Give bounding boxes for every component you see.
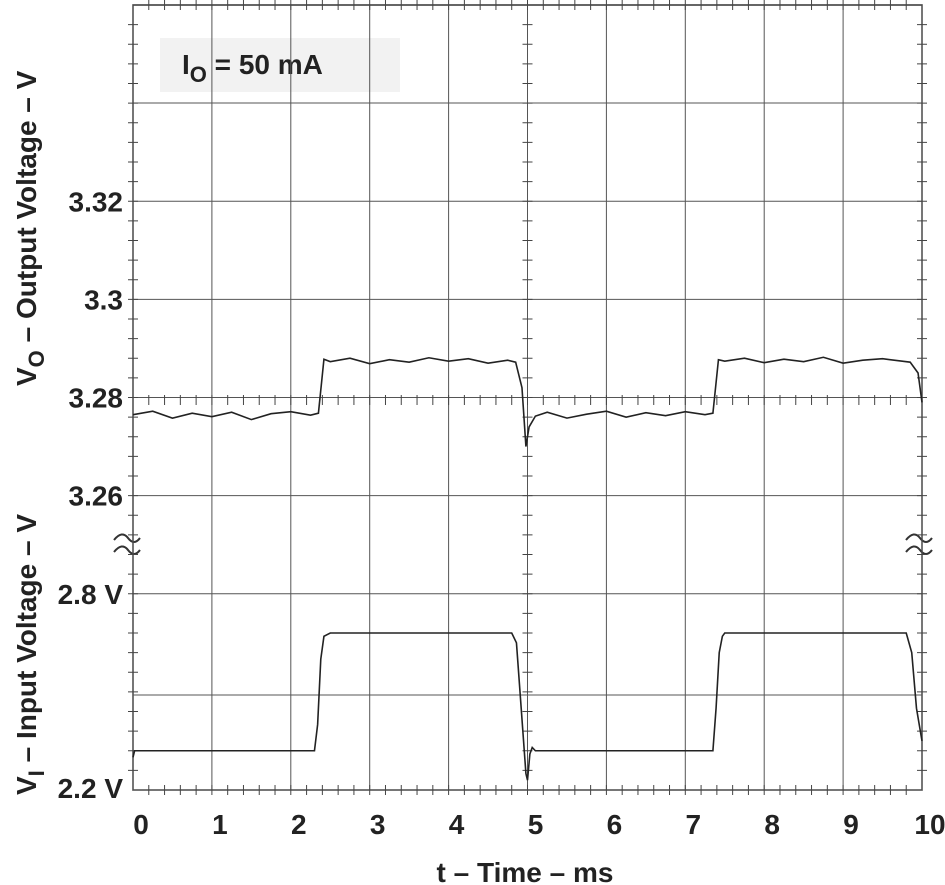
x-tick-label: 0 xyxy=(133,809,149,840)
axis-break xyxy=(113,533,141,555)
annotation-sub: O xyxy=(190,62,207,87)
y-tick-label: 3.28 xyxy=(69,383,124,414)
series-line xyxy=(132,356,923,447)
x-tick-label: 8 xyxy=(764,809,780,840)
x-tick-label: 6 xyxy=(607,809,623,840)
x-tick-label: 2 xyxy=(291,809,307,840)
x-axis-label: t – Time – ms xyxy=(437,857,614,885)
annotation-main: I xyxy=(182,49,190,80)
annotation: IO = 50 mA xyxy=(182,49,323,87)
axis-break xyxy=(905,533,933,555)
annotation-box xyxy=(160,38,400,92)
y2-tick-label: 2.8 V xyxy=(58,579,124,610)
x-tick-label: 3 xyxy=(370,809,386,840)
y-tick-label: 3.26 xyxy=(69,481,124,512)
y2-axis-label: VI – Input Voltage – V xyxy=(11,514,49,795)
x-tick-label: 9 xyxy=(843,809,859,840)
y-label-sub: O xyxy=(24,350,49,367)
y2-label-sub: I xyxy=(24,770,49,776)
x-tick-label: 5 xyxy=(528,809,544,840)
x-tick-label: 1 xyxy=(212,809,228,840)
y-label-main: V xyxy=(11,367,42,386)
series-line xyxy=(132,632,923,781)
x-tick-label: 10 xyxy=(914,809,945,840)
y-tick-label: 3.3 xyxy=(84,284,123,315)
y-tick-label: 3.32 xyxy=(69,186,124,217)
y-label-rest: – Output Voltage – V xyxy=(11,70,42,350)
annotation-rest: = 50 mA xyxy=(207,49,323,80)
y-axis-label: VO – Output Voltage – V xyxy=(11,70,49,386)
x-tick-label: 4 xyxy=(449,809,465,840)
x-tick-label: 7 xyxy=(686,809,702,840)
y2-label-rest: – Input Voltage – V xyxy=(11,514,42,771)
y2-tick-label: 2.2 V xyxy=(58,773,124,804)
y2-label-main: V xyxy=(11,776,42,795)
